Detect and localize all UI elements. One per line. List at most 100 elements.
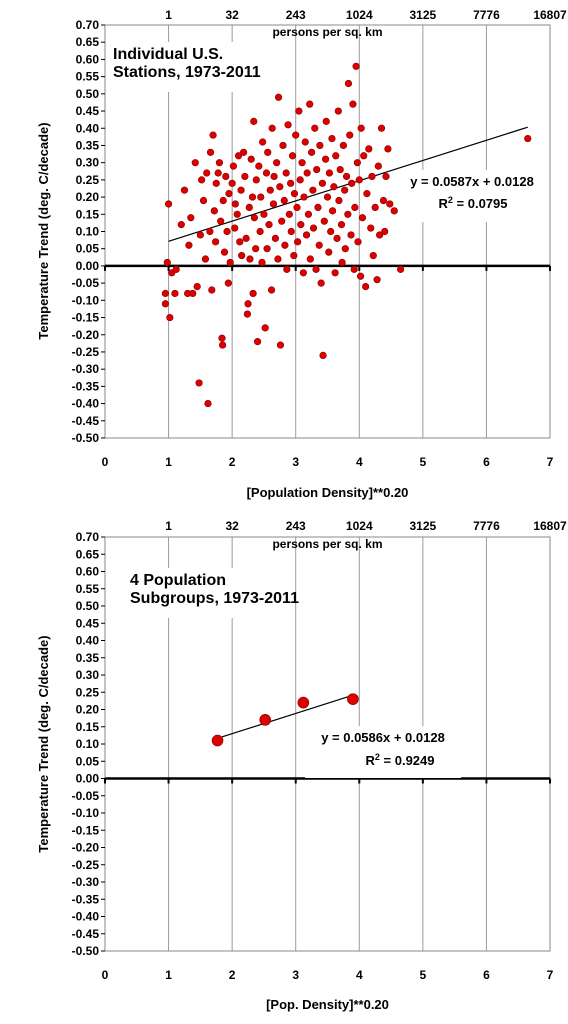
data-point xyxy=(330,183,338,191)
data-point xyxy=(306,100,314,108)
data-point xyxy=(253,338,262,346)
data-point xyxy=(358,214,367,222)
data-point xyxy=(282,169,290,177)
data-point xyxy=(220,248,229,256)
secondary-x-tick-label: 16807 xyxy=(533,8,567,22)
data-point xyxy=(208,286,216,294)
y-tick-label: -0.25 xyxy=(72,345,100,359)
y-tick-label: 0.30 xyxy=(76,156,100,170)
data-point xyxy=(164,200,173,208)
data-point xyxy=(281,241,289,249)
data-point xyxy=(308,148,316,156)
data-point xyxy=(351,203,359,212)
data-point xyxy=(325,169,334,177)
data-point xyxy=(346,131,354,139)
y-tick-label: -0.30 xyxy=(72,875,100,889)
y-tick-label: 0.30 xyxy=(76,668,100,682)
trendline xyxy=(217,694,354,739)
data-point xyxy=(252,176,260,184)
data-point xyxy=(172,265,180,273)
chart-panel-subgroups: 0.70 0.65 0.60 0.55 0.50 0.45 0.40 0.35 0.30 0.25… xyxy=(36,519,567,1012)
data-point xyxy=(258,258,266,267)
data-point xyxy=(276,183,284,191)
data-point xyxy=(357,124,365,132)
secondary-x-tick-label: 16807 xyxy=(533,519,567,533)
y-tick-label: -0.45 xyxy=(72,927,100,941)
chart-title-box xyxy=(110,42,274,92)
y-tick-label: 0.10 xyxy=(76,225,100,239)
secondary-x-tick-label: 3125 xyxy=(410,8,437,22)
data-point xyxy=(344,210,352,218)
y-tick-label: -0.25 xyxy=(72,858,100,872)
y-axis-title: Temperature Trend (deg. C/decade) xyxy=(36,635,51,852)
data-point xyxy=(201,255,210,263)
data-point xyxy=(246,255,254,263)
r-squared-value: = 0.9249 xyxy=(380,753,435,768)
data-point xyxy=(304,210,313,218)
data-point xyxy=(294,238,302,246)
data-point xyxy=(371,203,379,212)
y-tick-label: -0.05 xyxy=(72,276,100,290)
data-point xyxy=(338,258,346,267)
chart-title-box xyxy=(126,568,290,618)
data-point xyxy=(259,138,267,146)
y-tick-label: 0.00 xyxy=(76,772,100,786)
y-tick-label: -0.10 xyxy=(72,806,100,820)
data-point xyxy=(267,286,276,294)
y-tick-label: 0.15 xyxy=(76,720,100,734)
chart-title-line: Subgroups, 1973-2011 xyxy=(130,590,299,607)
secondary-x-tick-label: 243 xyxy=(286,8,306,22)
data-point xyxy=(316,141,324,150)
data-point xyxy=(347,231,355,239)
data-point xyxy=(374,162,382,170)
data-point xyxy=(390,207,398,215)
data-point xyxy=(335,196,343,205)
data-point xyxy=(218,334,226,342)
y-tick-label: 0.55 xyxy=(76,582,100,596)
data-point xyxy=(226,258,234,267)
secondary-x-tick-label: 32 xyxy=(225,8,239,22)
data-point xyxy=(354,238,362,246)
data-point xyxy=(323,193,332,201)
y-tick-label: -0.35 xyxy=(72,379,100,393)
y-tick-label: 0.45 xyxy=(76,104,100,118)
x-axis-title: [Pop. Density]**0.20 xyxy=(266,997,389,1012)
y-tick-label: 0.45 xyxy=(76,616,100,630)
data-point xyxy=(295,107,303,115)
y-tick-label: -0.40 xyxy=(72,910,100,924)
data-point xyxy=(360,152,368,160)
y-tick-label: 0.15 xyxy=(76,207,100,221)
y-axis-title: Temperature Trend (deg. C/decade) xyxy=(36,122,51,339)
data-point xyxy=(266,186,274,194)
data-point xyxy=(342,172,351,181)
data-point xyxy=(339,141,347,150)
data-point xyxy=(287,227,295,236)
data-point xyxy=(290,251,298,260)
regression-equation: y = 0.0587x + 0.0128 xyxy=(410,174,534,189)
data-point xyxy=(368,172,376,181)
data-point xyxy=(377,124,386,132)
data-point xyxy=(255,162,263,170)
data-point xyxy=(268,124,276,132)
data-point xyxy=(299,269,307,277)
data-point xyxy=(288,152,297,160)
data-point xyxy=(379,196,388,205)
y-tick-label: 0.35 xyxy=(76,651,100,665)
data-point xyxy=(223,227,231,236)
data-point xyxy=(241,172,249,181)
data-point xyxy=(214,169,222,177)
data-point xyxy=(344,79,353,88)
y-tick-label: -0.40 xyxy=(72,397,100,411)
data-point xyxy=(363,190,371,198)
secondary-x-tick-label: 3125 xyxy=(410,519,437,533)
data-point xyxy=(233,210,241,218)
data-point xyxy=(273,159,281,167)
x-axis-title: [Population Density]**0.20 xyxy=(247,485,409,500)
data-point xyxy=(322,117,330,125)
data-point xyxy=(278,217,286,225)
y-tick-label: 0.10 xyxy=(76,737,100,751)
data-point xyxy=(315,241,323,249)
y-tick-label: 0.65 xyxy=(76,547,100,561)
data-point xyxy=(171,289,179,298)
data-point xyxy=(350,265,358,273)
